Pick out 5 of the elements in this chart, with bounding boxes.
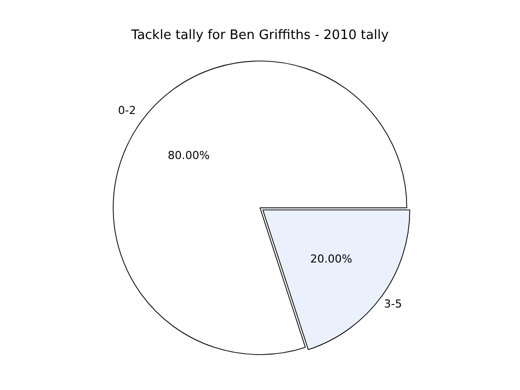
- slice-label: 0-2: [118, 104, 136, 118]
- data-label: 80.00%: [168, 148, 210, 162]
- slice-label: 3-5: [384, 297, 402, 310]
- chart-title: Tackle tally for Ben Griffiths - 2010 tally: [130, 28, 390, 44]
- data-label: 20.00%: [310, 252, 352, 266]
